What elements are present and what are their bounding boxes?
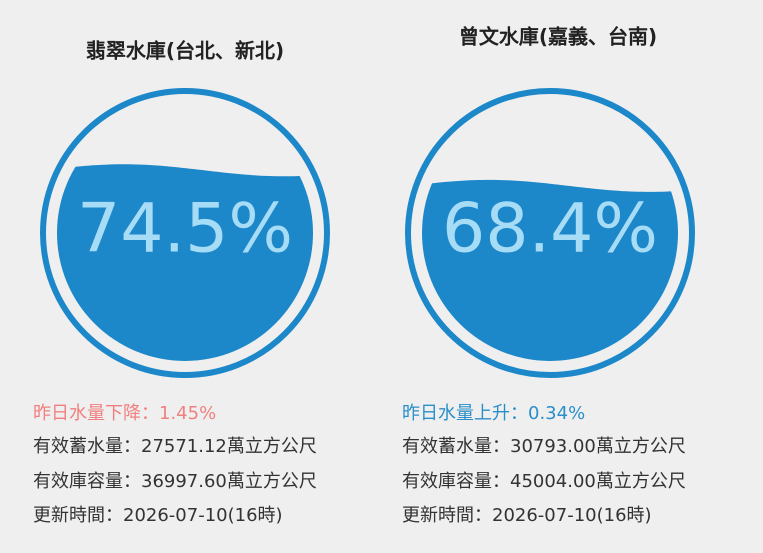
change-info: 昨日水量上升：0.34% xyxy=(402,403,585,424)
reservoir-name: 曾文水庫(嘉義、台南) xyxy=(459,25,657,49)
level-label: 68.4% xyxy=(442,190,658,269)
capacity-info: 有效庫容量：36997.60萬立方公尺 xyxy=(33,471,317,492)
storage-info: 有效蓄水量：27571.12萬立方公尺 xyxy=(33,436,317,457)
gauge-ring xyxy=(405,88,695,378)
gauge-ring xyxy=(40,88,330,378)
level-label: 74.5% xyxy=(77,190,293,269)
change-info: 昨日水量下降：1.45% xyxy=(33,403,216,424)
updated-info: 更新時間：2026-07-10(16時) xyxy=(33,505,283,526)
reservoir-name: 翡翠水庫(台北、新北) xyxy=(86,39,284,63)
storage-info: 有效蓄水量：30793.00萬立方公尺 xyxy=(402,436,686,457)
capacity-info: 有效庫容量：45004.00萬立方公尺 xyxy=(402,471,686,492)
water-level xyxy=(422,179,678,361)
water-level xyxy=(57,164,313,361)
updated-info: 更新時間：2026-07-10(16時) xyxy=(402,505,652,526)
